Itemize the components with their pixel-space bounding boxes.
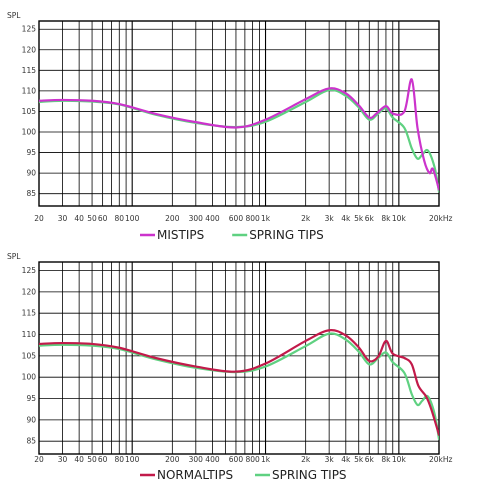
x-tick-label: 80 <box>115 455 125 464</box>
y-tick-label: 100 <box>22 128 37 137</box>
y-tick-label: 105 <box>22 107 37 116</box>
x-tick-label: 6k <box>365 455 375 464</box>
y-tick-label: 125 <box>22 25 37 34</box>
x-tick-label: 40 <box>74 214 84 223</box>
y-tick-label: 105 <box>22 351 37 360</box>
grid <box>38 262 440 454</box>
x-tick-label: 300 <box>189 214 204 223</box>
y-tick-label: 110 <box>22 330 37 339</box>
x-tick-label: 800 <box>245 455 260 464</box>
legend: NORMALTIPS SPRING TIPS <box>140 468 347 482</box>
plot-frame <box>38 261 440 455</box>
x-tick-label: 60 <box>98 455 108 464</box>
legend: MISTIPS SPRING TIPS <box>140 228 324 242</box>
legend-label: SPRING TIPS <box>249 228 324 242</box>
x-tick-label: 6k <box>365 214 375 223</box>
y-tick-label: 90 <box>26 415 36 424</box>
x-tick-label: 10k <box>392 455 407 464</box>
x-tick-label: 3k <box>325 455 335 464</box>
x-tick-label: 4k <box>341 214 351 223</box>
y-tick-label: 115 <box>22 66 37 75</box>
legend-label: NORMALTIPS <box>157 468 233 482</box>
x-tick-label: 50 <box>87 455 97 464</box>
series-line-spring-tips <box>39 88 439 193</box>
x-tick-label: 20kHz <box>429 214 453 223</box>
x-tick-label: 2k <box>301 214 311 223</box>
grid <box>38 21 440 206</box>
y-tick-label: 85 <box>26 189 36 198</box>
x-tick-label: 600 <box>229 214 244 223</box>
x-tick-label: 20kHz <box>429 455 453 464</box>
y-tick-label: 120 <box>22 45 37 54</box>
series-curves <box>39 329 439 441</box>
x-tick-label: 30 <box>58 214 68 223</box>
legend-label: SPRING TIPS <box>272 468 347 482</box>
x-tick-label: 100 <box>125 455 140 464</box>
x-tick-label: 8k <box>381 455 391 464</box>
y-axis-label: SPL <box>7 252 21 261</box>
x-tick-label: 1k <box>261 214 271 223</box>
x-tick-label: 5k <box>354 214 364 223</box>
y-tick-label: 100 <box>22 373 37 382</box>
x-tick-label: 600 <box>229 455 244 464</box>
x-tick-label: 400 <box>205 214 220 223</box>
series-line-normaltips <box>39 329 439 436</box>
x-tick-label: 20 <box>34 455 44 464</box>
x-tick-label: 200 <box>165 455 180 464</box>
x-tick-label: 8k <box>381 214 391 223</box>
x-tick-label: 50 <box>87 214 97 223</box>
x-tick-label: 5k <box>354 455 364 464</box>
x-tick-label: 200 <box>165 214 180 223</box>
x-tick-label: 1k <box>261 455 271 464</box>
y-tick-label: 90 <box>26 169 36 178</box>
x-tick-label: 3k <box>325 214 335 223</box>
x-tick-label: 300 <box>189 455 204 464</box>
y-tick-label: 95 <box>26 148 36 157</box>
x-tick-label: 800 <box>245 214 260 223</box>
x-tick-label: 80 <box>115 214 125 223</box>
plot-frame <box>38 20 440 207</box>
x-tick-label: 10k <box>392 214 407 223</box>
legend-label: MISTIPS <box>157 228 204 242</box>
y-tick-label: 125 <box>22 266 37 275</box>
y-tick-label: 110 <box>22 86 37 95</box>
x-tick-label: 2k <box>301 455 311 464</box>
x-tick-label: 100 <box>125 214 140 223</box>
series-line-mistips <box>39 78 439 191</box>
y-tick-label: 115 <box>22 309 37 318</box>
series-curves <box>39 78 439 193</box>
x-tick-label: 40 <box>74 455 84 464</box>
series-line-spring-tips <box>39 332 439 441</box>
x-tick-label: 20 <box>34 214 44 223</box>
x-tick-label: 60 <box>98 214 108 223</box>
y-axis-label: SPL <box>7 11 21 20</box>
x-tick-label: 4k <box>341 455 351 464</box>
y-tick-label: 85 <box>26 437 36 446</box>
x-tick-label: 30 <box>58 455 68 464</box>
x-tick-label: 400 <box>205 455 220 464</box>
y-tick-label: 120 <box>22 287 37 296</box>
y-tick-label: 95 <box>26 394 36 403</box>
